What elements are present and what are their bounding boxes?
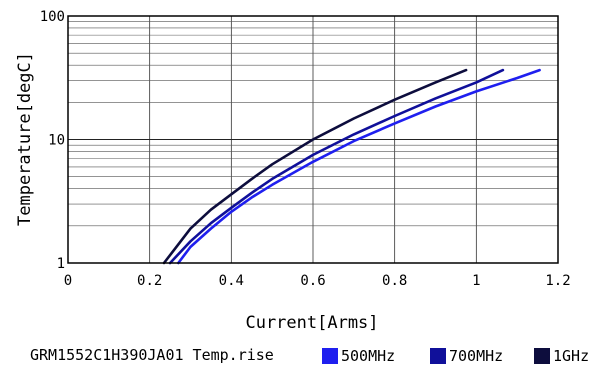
x-tick-label: 0: [64, 273, 72, 289]
series-line-700mhz: [168, 68, 505, 265]
x-tick-label: 1.2: [545, 273, 570, 289]
temperature-rise-chart: 0 0.2 0.4 0.6 0.8 1 1.2 1 10 100 Current[Arms] T…: [15, 9, 571, 333]
legend-caption: GRM1552C1H390JA01 Temp.rise: [30, 346, 274, 364]
legend-swatch-700mhz: [430, 348, 446, 364]
x-tick-label: 0.8: [382, 273, 407, 289]
legend-label-500mhz: 500MHz: [341, 347, 396, 365]
plot-frame: [67, 15, 559, 264]
y-tick-label: 10: [48, 133, 65, 149]
grid-lines: [67, 16, 559, 264]
legend: GRM1552C1H390JA01 Temp.rise 500MHz 700MH…: [0, 344, 610, 370]
legend-entry-1ghz: 1GHz: [534, 344, 589, 368]
x-tick-label: 1: [472, 273, 480, 289]
y-axis-title: Temperature[degC]: [15, 52, 35, 226]
series-lines: [162, 68, 541, 265]
legend-swatch-500mhz: [322, 348, 338, 364]
y-tick-label: 100: [40, 9, 65, 25]
x-tick-label: 0.2: [137, 273, 162, 289]
legend-entry-500mhz: 500MHz: [322, 344, 395, 368]
y-tick-labels: 1 10 100: [40, 9, 65, 272]
x-axis-title: Current[Arms]: [245, 313, 378, 333]
series-line-500mhz: [177, 68, 541, 265]
legend-label-1ghz: 1GHz: [553, 347, 590, 365]
series-line-1ghz: [162, 68, 468, 265]
legend-swatch-1ghz: [534, 348, 550, 364]
legend-label-700mhz: 700MHz: [449, 347, 504, 365]
legend-entry-700mhz: 700MHz: [430, 344, 503, 368]
x-tick-label: 0.6: [300, 273, 325, 289]
x-tick-labels: 0 0.2 0.4 0.6 0.8 1 1.2: [64, 273, 571, 289]
x-tick-label: 0.4: [219, 273, 244, 289]
y-tick-label: 1: [57, 256, 65, 272]
